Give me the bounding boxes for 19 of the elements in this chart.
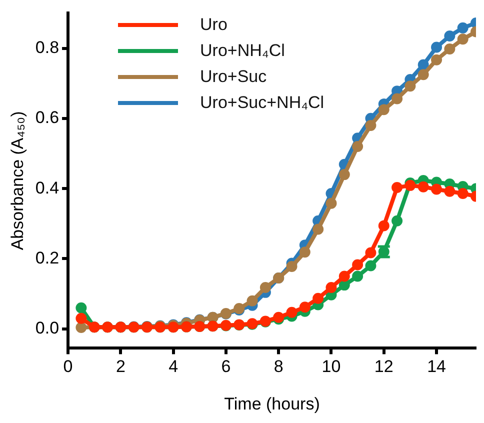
legend-label: Uro+NH₄Cl — [200, 41, 285, 61]
x-axis-title: Time (hours) — [224, 394, 320, 414]
legend-label: Uro — [200, 15, 228, 35]
x-tick-label: 6 — [221, 357, 231, 376]
x-tick-label: 4 — [168, 357, 178, 376]
x-tick-label: 10 — [322, 357, 341, 376]
y-tick-label: 0.8 — [35, 38, 60, 57]
y-axis-title: Absorbance (A₄₅₀) — [8, 111, 27, 250]
x-tick-label: 12 — [374, 357, 394, 376]
x-tick-label: 8 — [274, 357, 284, 376]
legend-label: Uro+Suc+NH₄Cl — [200, 93, 324, 113]
x-tick-label: 14 — [427, 357, 446, 376]
x-tick-label: 0 — [63, 357, 73, 376]
x-tick-label: 2 — [116, 357, 126, 376]
y-tick-label: 0.6 — [35, 108, 60, 128]
y-tick-label: 0.2 — [35, 248, 60, 268]
legend-label: Uro+Suc — [200, 67, 267, 87]
y-tick-label: 0.0 — [35, 318, 60, 338]
y-tick-label: 0.4 — [35, 178, 60, 198]
